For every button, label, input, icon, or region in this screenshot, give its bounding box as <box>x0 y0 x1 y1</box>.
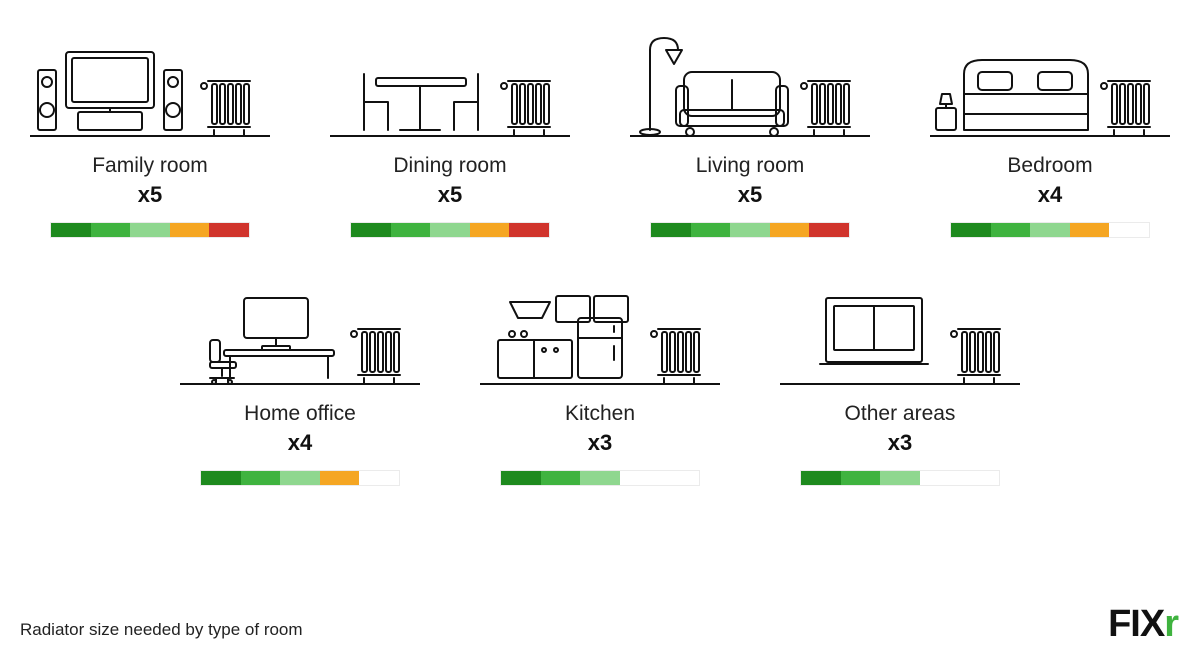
room-label: Bedroom <box>1007 154 1092 178</box>
heat-bar <box>950 222 1150 238</box>
heat-segment <box>809 223 849 237</box>
room-label: Kitchen <box>565 402 635 426</box>
heat-segment <box>430 223 470 237</box>
home-office-icon <box>180 278 420 388</box>
heat-segment <box>770 223 810 237</box>
rooms-row: Family room x5 Dining room x5 <box>30 30 1170 238</box>
room-label: Living room <box>696 154 805 178</box>
heat-segment <box>580 471 620 485</box>
heat-segment <box>1070 223 1110 237</box>
heat-segment <box>51 223 91 237</box>
room-card-family-room: Family room x5 <box>30 30 270 238</box>
room-multiplier: x4 <box>1038 182 1062 208</box>
room-card-living-room: Living room x5 <box>630 30 870 238</box>
heat-segment <box>991 223 1031 237</box>
heat-bar <box>50 222 250 238</box>
heat-segment <box>920 471 960 485</box>
heat-segment <box>320 471 360 485</box>
heat-segment <box>730 223 770 237</box>
room-multiplier: x3 <box>888 430 912 456</box>
heat-segment <box>880 471 920 485</box>
bedroom-icon <box>930 30 1170 140</box>
kitchen-icon <box>480 278 720 388</box>
heat-bar <box>350 222 550 238</box>
heat-segment <box>841 471 881 485</box>
heat-segment <box>659 471 699 485</box>
heat-segment <box>501 471 541 485</box>
room-card-other-areas: Other areas x3 <box>780 278 1020 486</box>
room-card-kitchen: Kitchen x3 <box>480 278 720 486</box>
heat-segment <box>509 223 549 237</box>
logo-text: FIX <box>1108 603 1164 646</box>
other-areas-icon <box>780 278 1020 388</box>
heat-segment <box>651 223 691 237</box>
heat-segment <box>130 223 170 237</box>
room-label: Other areas <box>845 402 956 426</box>
infographic-caption: Radiator size needed by type of room <box>20 620 303 640</box>
room-label: Family room <box>92 154 208 178</box>
room-card-dining-room: Dining room x5 <box>330 30 570 238</box>
logo-accent: r <box>1164 603 1178 646</box>
heat-bar <box>800 470 1000 486</box>
heat-segment <box>620 471 660 485</box>
room-card-home-office: Home office x4 <box>180 278 420 486</box>
heat-segment <box>91 223 131 237</box>
heat-bar <box>500 470 700 486</box>
rooms-grid: Family room x5 Dining room x5 <box>0 0 1200 486</box>
heat-segment <box>241 471 281 485</box>
heat-segment <box>691 223 731 237</box>
room-label: Dining room <box>393 154 506 178</box>
room-multiplier: x4 <box>288 430 312 456</box>
fixr-logo: FIXr <box>1108 603 1178 646</box>
heat-segment <box>951 223 991 237</box>
heat-segment <box>959 471 999 485</box>
heat-segment <box>351 223 391 237</box>
room-multiplier: x5 <box>738 182 762 208</box>
room-multiplier: x5 <box>138 182 162 208</box>
rooms-row: Home office x4 Kitchen x3 <box>180 278 1020 486</box>
heat-segment <box>1030 223 1070 237</box>
family-room-icon <box>30 30 270 140</box>
heat-segment <box>541 471 581 485</box>
heat-segment <box>209 223 249 237</box>
room-card-bedroom: Bedroom x4 <box>930 30 1170 238</box>
heat-segment <box>1109 223 1149 237</box>
heat-segment <box>170 223 210 237</box>
heat-bar <box>200 470 400 486</box>
heat-segment <box>359 471 399 485</box>
heat-segment <box>470 223 510 237</box>
room-multiplier: x5 <box>438 182 462 208</box>
heat-segment <box>801 471 841 485</box>
heat-segment <box>280 471 320 485</box>
heat-segment <box>391 223 431 237</box>
dining-room-icon <box>330 30 570 140</box>
room-multiplier: x3 <box>588 430 612 456</box>
heat-segment <box>201 471 241 485</box>
living-room-icon <box>630 30 870 140</box>
room-label: Home office <box>244 402 356 426</box>
heat-bar <box>650 222 850 238</box>
